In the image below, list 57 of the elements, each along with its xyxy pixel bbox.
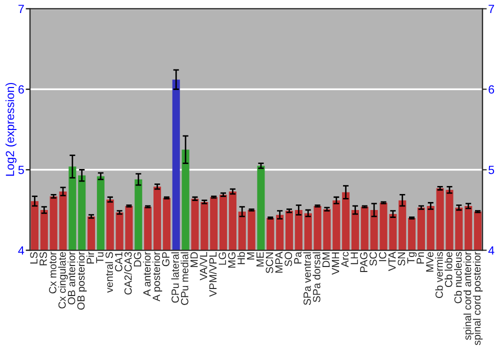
x-tick-label: GP — [162, 252, 170, 266]
x-tick-label: MVe — [426, 252, 434, 272]
x-tick-label: CA1 — [114, 252, 122, 272]
y2-tick-label: 5 — [488, 166, 494, 174]
y-tick-label: 6 — [18, 85, 24, 94]
x-tick-label: LG — [218, 252, 226, 265]
x-tick-label: Tu — [96, 252, 104, 264]
x-tick-label: VPM/VPL — [208, 252, 217, 297]
y2-tick-label: 6 — [488, 85, 494, 94]
y-tick-label: 5 — [18, 166, 24, 174]
y-tick-label: 4 — [18, 246, 24, 255]
x-tick-label: OB anterior — [68, 252, 76, 304]
x-tick-label: RS — [40, 252, 47, 266]
y2-tick-label: 4 — [488, 246, 494, 255]
x-tick-label: IC — [378, 252, 386, 262]
x-tick-label: MD — [190, 252, 198, 267]
x-tick-label: PAG — [360, 252, 368, 272]
x-tick-label: A posterior — [152, 252, 162, 302]
x-tick-label: VTA — [388, 252, 396, 272]
x-tick-label: LS — [30, 252, 38, 264]
x-tick-label: SN — [398, 252, 406, 266]
x-tick-label: Pn — [416, 252, 424, 264]
x-tick-label: CA2/CA3 — [124, 252, 132, 295]
x-tick-label: ventral S — [105, 252, 113, 293]
x-tick-label: SPa dorsal — [312, 252, 320, 302]
x-tick-label: spinal cord anterior — [464, 252, 474, 340]
x-tick-label: SCN — [266, 252, 274, 274]
x-tick-label: Pa — [294, 252, 302, 264]
x-tick-label: DG — [134, 252, 142, 266]
x-tick-label: ME — [256, 252, 264, 266]
x-tick-label: SO — [284, 252, 292, 266]
x-tick-label: MG — [228, 252, 236, 268]
x-tick-label: CPu medial — [180, 252, 188, 305]
x-tick-label: spinal cord posterior — [472, 252, 483, 346]
x-tick-label: Hb — [237, 252, 245, 264]
x-tick-label: OB posterior — [76, 252, 87, 310]
y2-tick-label: 7 — [488, 4, 494, 14]
x-tick-label: Arc — [341, 252, 349, 268]
x-tick-label: Cx motor — [48, 252, 56, 294]
x-tick-label: M — [247, 252, 254, 260]
x-tick-label: Pir — [86, 252, 94, 264]
x-tick-label: LH — [350, 252, 358, 264]
x-tick-label: Cb lobe — [444, 252, 452, 288]
x-tick-label: MPA — [275, 252, 283, 273]
x-tick-label: A anterior — [142, 252, 151, 296]
x-tick-label: SC — [370, 252, 377, 266]
x-tick-label: Cb nucleus — [454, 252, 462, 304]
x-tick-label: Cb vermis — [435, 252, 443, 298]
x-tick-label: Cx cingulate — [58, 252, 68, 308]
y-axis-title: Log2 (expression) — [5, 82, 16, 176]
x-tick-label: Tg — [407, 252, 417, 264]
x-tick-label: SPa ventral — [303, 252, 311, 306]
x-tick-label: VMH — [332, 252, 340, 275]
y-tick-label: 7 — [18, 4, 24, 14]
x-tick-label: DM — [322, 252, 330, 267]
x-tick-label: VA/VL — [200, 252, 208, 280]
x-tick-label: CPu lateral — [171, 252, 179, 303]
